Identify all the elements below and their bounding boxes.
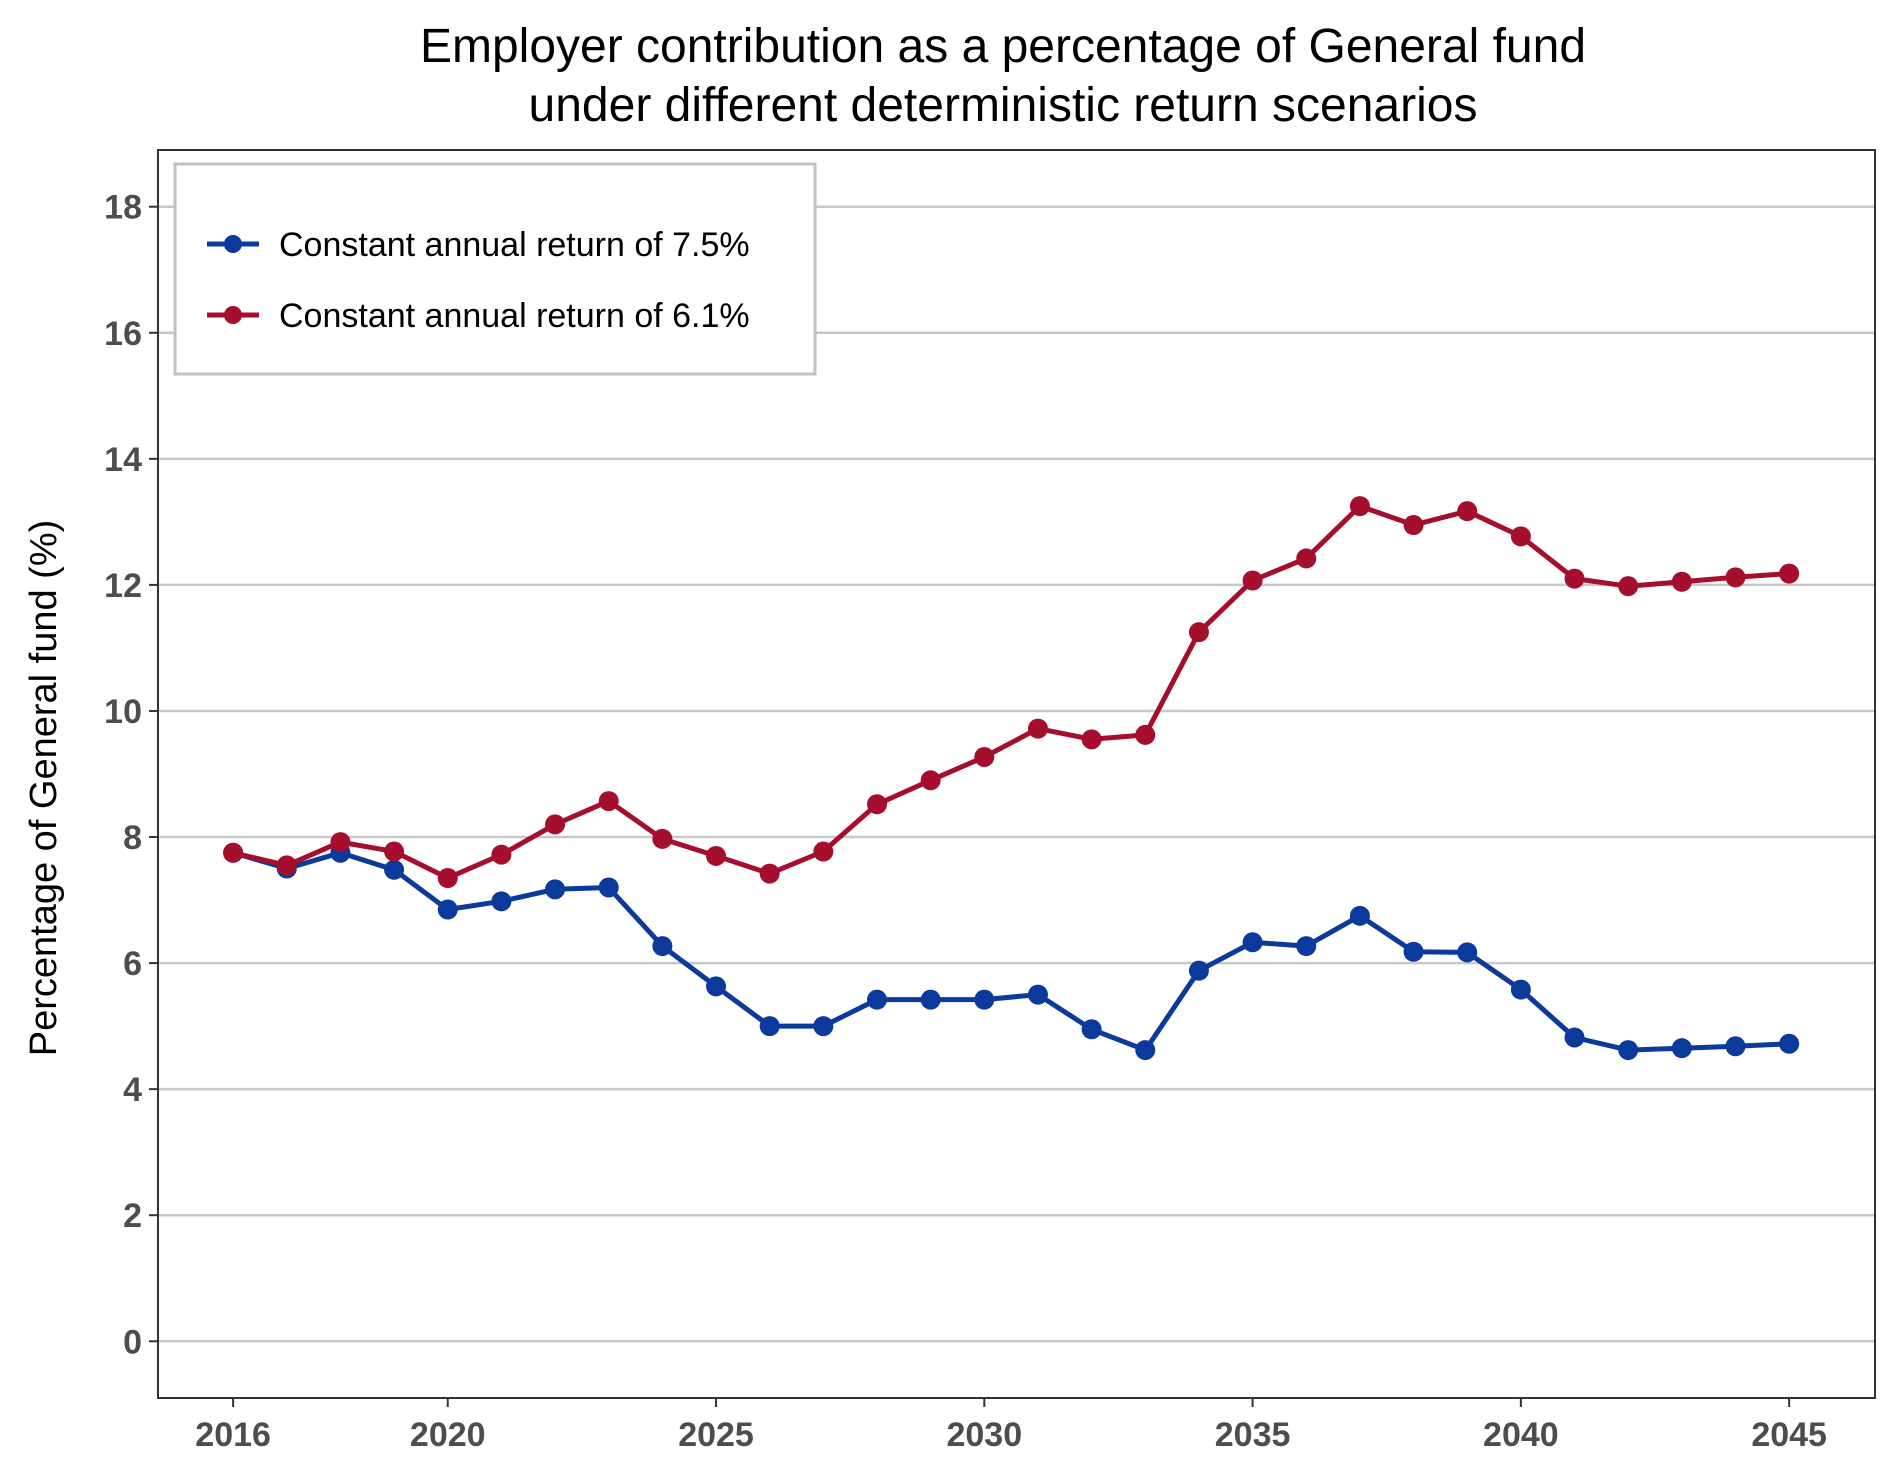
data-point xyxy=(706,976,727,997)
data-point xyxy=(1135,724,1156,745)
data-point xyxy=(974,746,995,767)
data-point xyxy=(1188,960,1209,981)
chart-title-line-2: under different deterministic return sce… xyxy=(529,79,1478,132)
data-point xyxy=(1188,622,1209,643)
data-point xyxy=(759,1016,780,1037)
y-tick-label: 0 xyxy=(123,1323,142,1361)
data-point xyxy=(1725,567,1746,588)
data-point xyxy=(1296,936,1317,957)
y-tick-label: 16 xyxy=(104,315,142,353)
y-tick-label: 10 xyxy=(104,693,142,731)
x-tick-label: 2030 xyxy=(946,1416,1022,1454)
data-point xyxy=(866,989,887,1010)
data-point xyxy=(1510,979,1531,1000)
x-tick-label: 2016 xyxy=(195,1416,271,1454)
legend-box xyxy=(173,162,817,376)
data-point xyxy=(652,828,673,849)
data-point xyxy=(598,877,619,898)
data-point xyxy=(1671,1038,1692,1059)
data-point xyxy=(1027,718,1048,739)
legend-label: Constant annual return of 6.1% xyxy=(279,297,750,335)
data-point xyxy=(545,879,566,900)
x-tick-label: 2040 xyxy=(1483,1416,1559,1454)
data-point xyxy=(1457,942,1478,963)
legend-label: Constant annual return of 7.5% xyxy=(279,226,750,264)
data-point xyxy=(1510,526,1531,547)
data-point xyxy=(1349,496,1370,517)
series-line-1 xyxy=(230,850,1792,1053)
data-point xyxy=(384,841,405,862)
data-point xyxy=(920,770,941,791)
data-point xyxy=(920,989,941,1010)
x-tick-label: 2020 xyxy=(410,1416,486,1454)
y-tick-label: 14 xyxy=(104,441,142,479)
data-point xyxy=(1403,941,1424,962)
chart-title-line-1: Employer contribution as a percentage of… xyxy=(420,20,1586,73)
data-point xyxy=(1081,729,1102,750)
data-point xyxy=(1457,501,1478,522)
data-point xyxy=(706,845,727,866)
data-point xyxy=(1779,1033,1800,1054)
axes: 0 2 4 6 8 10 12 14 16 18 2016 2020 2025 2030 2035 2040 2… xyxy=(104,149,1876,1454)
data-point xyxy=(384,859,405,880)
legend-swatch-marker xyxy=(224,306,242,324)
data-point xyxy=(1349,905,1370,926)
legend-swatch-marker xyxy=(224,235,242,253)
data-point xyxy=(1242,570,1263,591)
data-point xyxy=(276,855,297,876)
data-point xyxy=(1296,548,1317,569)
y-tick-label: 4 xyxy=(123,1071,142,1109)
y-tick-label: 6 xyxy=(123,945,142,983)
data-point xyxy=(1618,576,1639,597)
y-tick-label: 18 xyxy=(104,189,142,227)
data-point xyxy=(1779,563,1800,584)
data-point xyxy=(813,841,834,862)
data-point xyxy=(1671,571,1692,592)
data-point xyxy=(330,832,351,853)
legend: Constant annual return of 7.5% Constant a… xyxy=(173,162,817,376)
data-point xyxy=(1564,1027,1585,1048)
data-point xyxy=(598,791,619,812)
data-point xyxy=(866,794,887,815)
data-point xyxy=(1618,1040,1639,1061)
data-point xyxy=(491,844,512,865)
y-tick-label: 2 xyxy=(123,1197,142,1235)
data-point xyxy=(1242,932,1263,953)
data-series xyxy=(223,496,1800,1061)
data-point xyxy=(974,989,995,1010)
data-point xyxy=(652,936,673,957)
x-tick-label: 2045 xyxy=(1751,1416,1827,1454)
data-point xyxy=(1725,1036,1746,1057)
data-point xyxy=(1564,568,1585,589)
data-point xyxy=(1403,515,1424,536)
y-tick-label: 12 xyxy=(104,567,142,605)
y-axis-label: Percentage of General fund (%) xyxy=(23,520,65,1057)
data-point xyxy=(223,842,244,863)
y-tick-label: 8 xyxy=(123,819,142,857)
gridlines xyxy=(158,205,1875,1343)
data-point xyxy=(1027,984,1048,1005)
x-tick-label: 2025 xyxy=(678,1416,754,1454)
data-point xyxy=(1081,1019,1102,1040)
data-point xyxy=(545,814,566,835)
data-point xyxy=(437,899,458,920)
series-line-2 xyxy=(230,503,1792,881)
data-point xyxy=(437,868,458,888)
data-point xyxy=(759,863,780,884)
x-tick-label: 2035 xyxy=(1215,1416,1291,1454)
plot-border xyxy=(157,149,1876,1399)
data-point xyxy=(813,1016,834,1037)
data-point xyxy=(491,891,512,912)
data-point xyxy=(1135,1040,1156,1061)
